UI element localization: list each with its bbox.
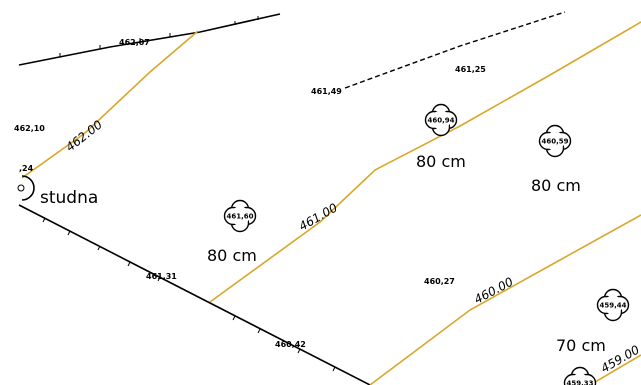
- spot-height: 461,49: [311, 87, 342, 96]
- contour-label: 462.00: [63, 117, 105, 154]
- tree-code: 459,33: [566, 380, 593, 385]
- spot-height: 461,25: [455, 65, 486, 74]
- well-icon: [17, 175, 35, 201]
- spot-height: 460,27: [424, 277, 455, 286]
- contour-line-461: [209, 21, 641, 303]
- tree-code: 461,60: [226, 213, 253, 221]
- contour-line-459: [589, 354, 641, 385]
- tree-size-label: 80 cm: [207, 246, 257, 265]
- spot-height: 462,07: [119, 38, 150, 47]
- tree-icon: 459,44: [596, 288, 630, 322]
- contour-lines: [21, 21, 641, 385]
- tree-icon: 460,94: [424, 103, 458, 137]
- tree-code: 459,44: [599, 302, 626, 310]
- boundary-dashed: [344, 11, 566, 89]
- tree-icon: 459,33: [563, 366, 597, 385]
- spot-height: 461,31: [146, 272, 177, 281]
- tree-icon: 460,59: [538, 124, 572, 158]
- well-label: studna: [40, 188, 98, 208]
- boundary-top: [18, 13, 281, 66]
- contour-line-462: [21, 30, 199, 179]
- contour-label: 460.00: [472, 274, 516, 306]
- tree-size-label: 80 cm: [531, 176, 581, 195]
- spot-height: 462,10: [14, 124, 45, 133]
- tree-size-label: 70 cm: [556, 336, 606, 355]
- spot-height: ,24: [19, 164, 34, 173]
- tree-code: 460,94: [427, 117, 454, 125]
- contour-label: 461.00: [297, 200, 341, 233]
- tree-size-label: 80 cm: [416, 152, 466, 171]
- boundary-bottom: [18, 204, 371, 385]
- tree-code: 460,59: [541, 138, 568, 146]
- property-boundaries: [18, 11, 566, 385]
- spot-height: 460,42: [275, 340, 306, 349]
- contour-line-460: [369, 214, 641, 385]
- tree-icon: 461,60: [223, 199, 257, 233]
